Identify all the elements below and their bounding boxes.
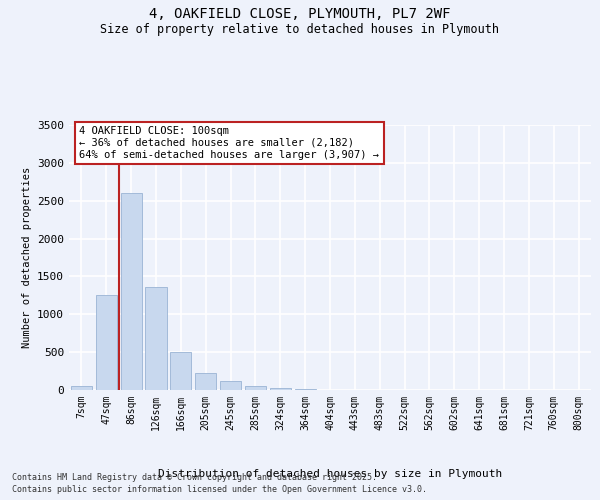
Bar	[96, 296, 117, 390]
Bar	[170, 352, 191, 390]
Bar	[295, 389, 316, 390]
Bar	[195, 374, 216, 390]
Bar	[220, 381, 241, 390]
Text: Contains public sector information licensed under the Open Government Licence v3: Contains public sector information licen…	[12, 485, 427, 494]
Bar	[71, 386, 92, 390]
Text: Contains HM Land Registry data © Crown copyright and database right 2025.: Contains HM Land Registry data © Crown c…	[12, 474, 377, 482]
Y-axis label: Number of detached properties: Number of detached properties	[22, 167, 32, 348]
Bar	[145, 287, 167, 390]
Text: Size of property relative to detached houses in Plymouth: Size of property relative to detached ho…	[101, 22, 499, 36]
X-axis label: Distribution of detached houses by size in Plymouth: Distribution of detached houses by size …	[158, 469, 502, 479]
Text: 4, OAKFIELD CLOSE, PLYMOUTH, PL7 2WF: 4, OAKFIELD CLOSE, PLYMOUTH, PL7 2WF	[149, 8, 451, 22]
Bar	[245, 386, 266, 390]
Bar	[270, 388, 291, 390]
Text: 4 OAKFIELD CLOSE: 100sqm
← 36% of detached houses are smaller (2,182)
64% of sem: 4 OAKFIELD CLOSE: 100sqm ← 36% of detach…	[79, 126, 379, 160]
Bar	[121, 193, 142, 390]
